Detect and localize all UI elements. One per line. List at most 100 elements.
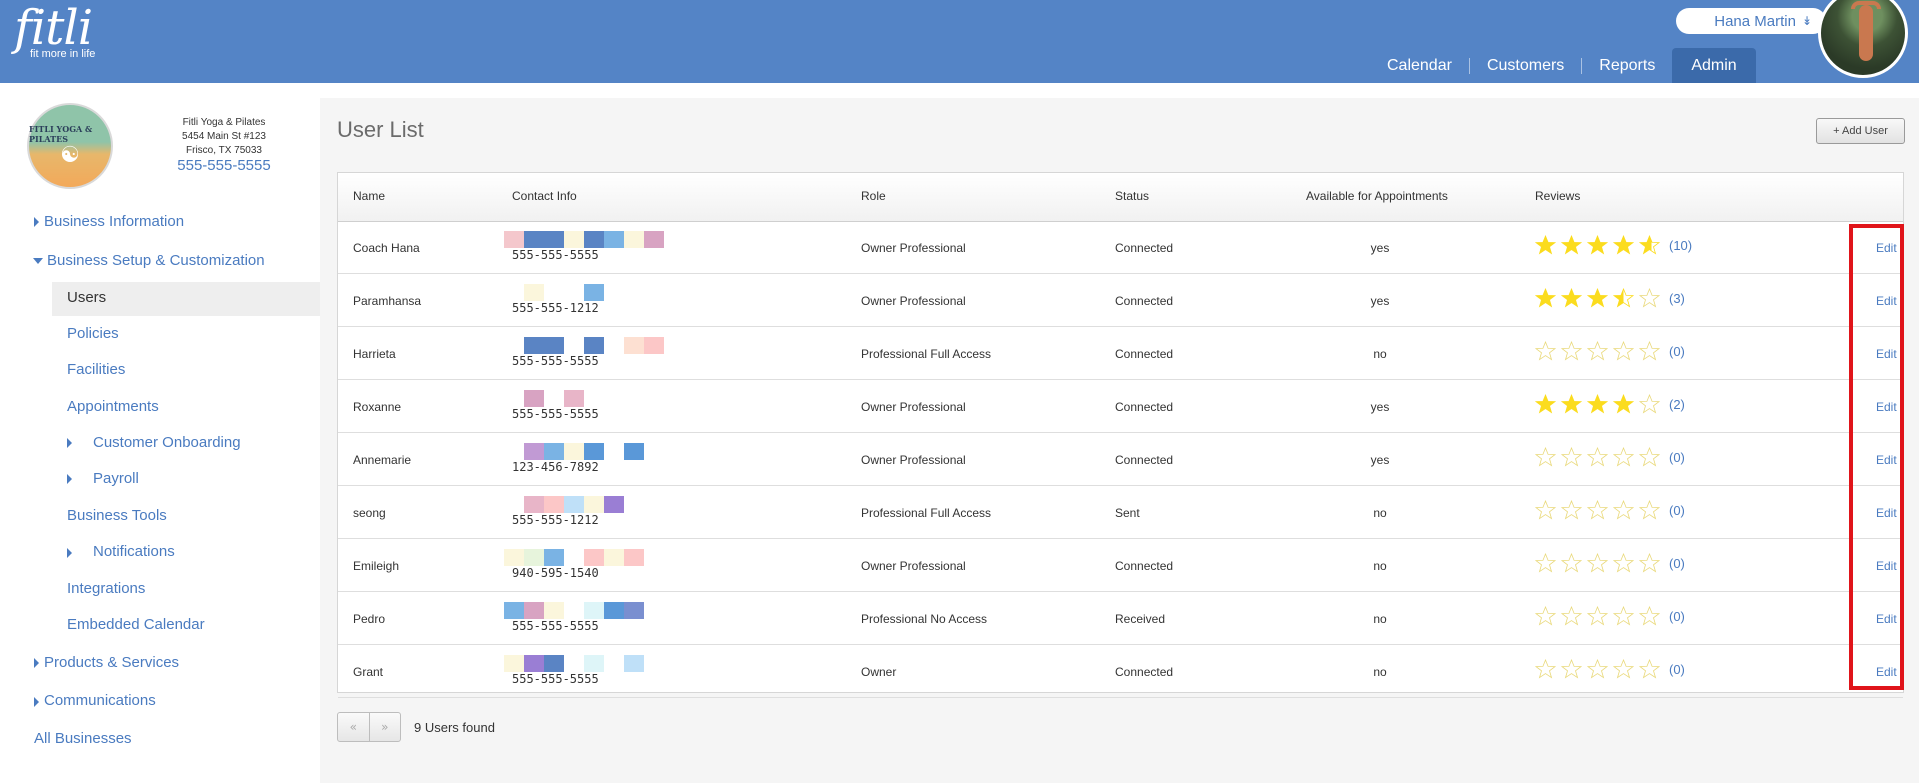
user-status: Connected [1115, 453, 1174, 467]
review-count[interactable]: (0) [1669, 502, 1685, 518]
chevron-down-icon: ↡ [1801, 14, 1812, 28]
star-icon [1587, 553, 1608, 573]
user-status: Connected [1115, 347, 1174, 361]
sidebar-item-integrations[interactable]: Integrations [67, 580, 146, 597]
rating-stars[interactable]: (0) [1535, 606, 1685, 626]
rating-stars[interactable]: (10) [1535, 235, 1692, 255]
user-status: Connected [1115, 294, 1174, 308]
table-row: Emileigh 940-595-1540 Owner Professional Co… [338, 540, 1903, 592]
sidebar-item-appointments[interactable]: Appointments [67, 398, 159, 415]
user-available: yes [1370, 241, 1390, 255]
review-count[interactable]: (0) [1669, 661, 1685, 677]
nav-reports[interactable]: Reports [1599, 57, 1656, 74]
star-icon [1587, 659, 1608, 679]
rating-stars[interactable]: (3) [1535, 288, 1685, 308]
column-header-reviews[interactable]: Reviews [1535, 189, 1581, 203]
user-phone: 555-555-1212 [512, 513, 599, 527]
user-phone: 555-555-5555 [512, 672, 599, 686]
review-count[interactable]: (0) [1669, 555, 1685, 571]
review-count[interactable]: (0) [1669, 608, 1685, 624]
prev-page-button[interactable]: « [349, 720, 357, 734]
sidebar-item-products-services[interactable]: Products & Services [44, 654, 180, 671]
sidebar [0, 83, 320, 783]
star-icon [1587, 606, 1608, 626]
sidebar-item-business-setup[interactable]: Business Setup & Customization [47, 252, 265, 269]
table-row: Pedro 555-555-5555 Professional No Access R… [338, 593, 1903, 645]
table-header: Name Contact Info Role Status Available … [338, 173, 1903, 222]
sidebar-item-communications[interactable]: Communications [44, 692, 156, 709]
sidebar-item-embedded-calendar[interactable]: Embedded Calendar [67, 616, 205, 633]
star-icon [1613, 341, 1634, 361]
sidebar-item-business-tools[interactable]: Business Tools [67, 507, 167, 524]
sidebar-item-business-information[interactable]: Business Information [44, 213, 185, 230]
star-icon [1561, 500, 1582, 520]
review-count[interactable]: (10) [1669, 237, 1693, 253]
column-header-status[interactable]: Status [1115, 189, 1150, 203]
sidebar-item-payroll[interactable]: Payroll [93, 470, 139, 487]
user-available: no [1373, 559, 1387, 573]
user-status: Connected [1115, 665, 1174, 679]
rating-stars[interactable]: (0) [1535, 447, 1685, 467]
business-address-line1: 5454 Main St #123 [182, 131, 266, 142]
edit-link[interactable]: Edit [1876, 400, 1897, 414]
business-phone[interactable]: 555-555-5555 [177, 157, 271, 174]
review-count[interactable]: (3) [1669, 290, 1685, 306]
avatar[interactable] [1818, 0, 1908, 78]
user-role: Professional No Access [861, 612, 988, 626]
redacted-email [504, 602, 644, 619]
user-name: seong [353, 506, 386, 520]
column-header-available[interactable]: Available for Appointments [1306, 189, 1448, 203]
user-phone: 555-555-5555 [512, 619, 599, 633]
star-icon [1587, 394, 1608, 414]
sidebar-item-customer-onboarding[interactable]: Customer Onboarding [93, 434, 241, 451]
nav-admin[interactable]: Admin [1672, 48, 1756, 83]
user-name: Pedro [353, 612, 386, 626]
sidebar-item-users[interactable]: Users [67, 289, 107, 306]
star-icon [1561, 235, 1582, 255]
sidebar-item-policies[interactable]: Policies [67, 325, 119, 342]
user-phone: 555-555-5555 [512, 248, 599, 262]
user-available: yes [1370, 453, 1390, 467]
caret-down-icon [33, 258, 43, 264]
fitli-logo[interactable]: fitli fit more in life [14, 2, 95, 60]
star-icon [1535, 235, 1556, 255]
nav-calendar[interactable]: Calendar [1387, 57, 1452, 74]
sidebar-item-notifications[interactable]: Notifications [93, 543, 175, 560]
review-count[interactable]: (2) [1669, 396, 1685, 412]
edit-link[interactable]: Edit [1876, 559, 1897, 573]
star-icon [1613, 500, 1634, 520]
edit-link[interactable]: Edit [1876, 612, 1897, 626]
user-role: Owner Professional [861, 241, 966, 255]
sidebar-item-all-businesses[interactable]: All Businesses [34, 730, 132, 747]
rating-stars[interactable]: (0) [1535, 553, 1685, 573]
edit-link[interactable]: Edit [1876, 294, 1897, 308]
star-icon [1561, 341, 1582, 361]
rating-stars[interactable]: (0) [1535, 341, 1685, 361]
table-row: Paramhansa 555-555-1212 Owner Professional… [338, 275, 1903, 327]
rating-stars[interactable]: (2) [1535, 394, 1685, 414]
rating-stars[interactable]: (0) [1535, 500, 1685, 520]
edit-link[interactable]: Edit [1876, 665, 1897, 679]
nav-customers[interactable]: Customers [1486, 57, 1565, 74]
review-count[interactable]: (0) [1669, 449, 1685, 465]
add-user-button[interactable]: + Add User [1816, 118, 1905, 144]
star-icon [1535, 447, 1556, 467]
column-header-name[interactable]: Name [353, 189, 386, 203]
edit-link[interactable]: Edit [1876, 506, 1897, 520]
user-name: Hana Martin [1714, 12, 1796, 30]
table-row: Grant 555-555-5555 Owner Connected no (0) Edit [338, 646, 1903, 698]
edit-link[interactable]: Edit [1876, 347, 1897, 361]
star-icon [1587, 288, 1608, 308]
column-header-contact[interactable]: Contact Info [512, 189, 577, 203]
edit-link[interactable]: Edit [1876, 453, 1897, 467]
sidebar-item-facilities[interactable]: Facilities [67, 361, 126, 378]
review-count[interactable]: (0) [1669, 343, 1685, 359]
next-page-button[interactable]: » [368, 713, 401, 741]
rating-stars[interactable]: (0) [1535, 659, 1685, 679]
column-header-role[interactable]: Role [861, 189, 886, 203]
edit-link[interactable]: Edit [1876, 241, 1897, 255]
table-row: seong 555-555-1212 Professional Full Acces… [338, 487, 1903, 539]
user-menu[interactable]: Hana Martin ↡ [1676, 8, 1826, 34]
redacted-email [504, 390, 584, 407]
user-status: Sent [1115, 506, 1140, 520]
